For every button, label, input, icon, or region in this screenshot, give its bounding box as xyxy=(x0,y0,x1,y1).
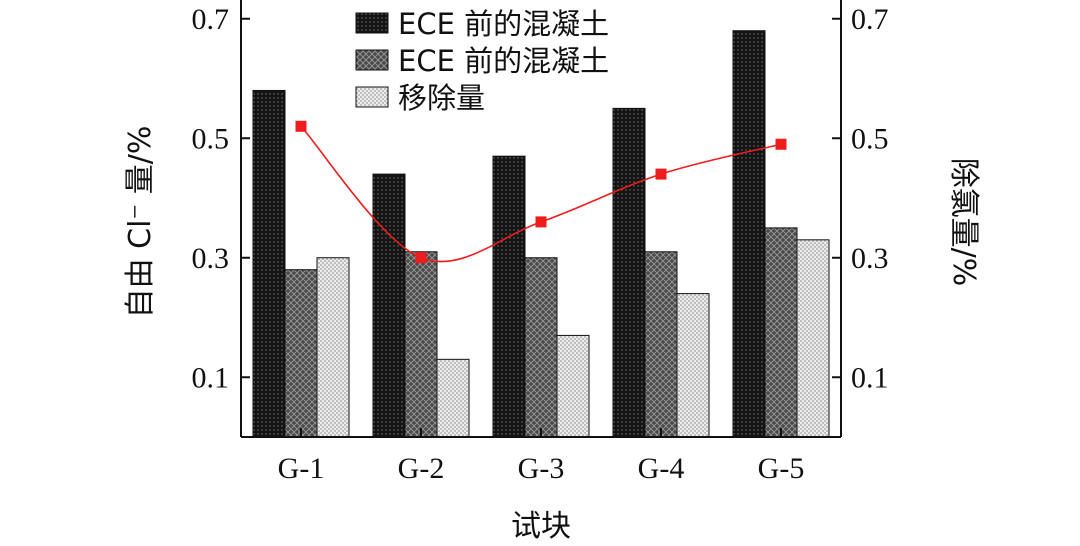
x-tick-label-g-1: G-1 xyxy=(278,452,325,485)
bar-g-5-series-1 xyxy=(732,30,766,438)
bar-g-2-series-1 xyxy=(372,173,406,438)
y-axis-title: 自由 Cl⁻ 量/% xyxy=(123,126,158,319)
line-layer xyxy=(295,120,787,264)
line-point-g-1 xyxy=(295,120,307,132)
bar-g-4-series-3 xyxy=(676,293,710,438)
x-tick-label-g-2: G-2 xyxy=(398,452,445,485)
line-point-g-5 xyxy=(775,138,787,150)
y2-axis-title: 除氯量/% xyxy=(946,158,981,287)
y-tick-label: 0.7 xyxy=(192,3,230,36)
bar-g-2-series-2 xyxy=(404,251,438,438)
legend-swatch-series-2 xyxy=(355,49,389,71)
y2-tick-label: 0.3 xyxy=(851,242,889,275)
bar-g-1-series-3 xyxy=(316,257,350,438)
legend-swatch-series-3 xyxy=(355,86,389,108)
bar-g-1-series-1 xyxy=(252,89,286,438)
bar-g-3-series-1 xyxy=(492,155,526,438)
bar-g-5-series-2 xyxy=(764,227,798,438)
line-point-g-3 xyxy=(535,216,547,228)
legend-swatch-series-1 xyxy=(355,12,389,34)
line-point-g-4 xyxy=(655,168,667,180)
legend-label-series-3: 移除量 xyxy=(398,81,485,115)
y-tick-label: 0.5 xyxy=(192,122,230,155)
bar-g-1-series-2 xyxy=(284,269,318,438)
y-tick-label: 0.3 xyxy=(192,242,230,275)
bar-g-4-series-1 xyxy=(612,107,646,438)
bars-layer xyxy=(252,30,830,438)
x-tick-label-g-4: G-4 xyxy=(638,452,685,485)
legend-label-series-2: ECE 前的混凝土 xyxy=(398,44,609,78)
x-tick-label-g-3: G-3 xyxy=(518,452,565,485)
bar-g-3-series-3 xyxy=(556,334,590,438)
y2-tick-label: 0.1 xyxy=(851,361,889,394)
bar-g-3-series-2 xyxy=(524,257,558,438)
y2-tick-label: 0.5 xyxy=(851,122,889,155)
x-tick-label-g-5: G-5 xyxy=(758,452,805,485)
y-tick-label: 0.1 xyxy=(192,361,230,394)
y2-tick-label: 0.7 xyxy=(851,3,889,36)
bar-g-2-series-3 xyxy=(436,358,470,438)
line-point-g-2 xyxy=(415,252,427,264)
bar-g-5-series-3 xyxy=(796,239,830,438)
x-axis-title: 试块 xyxy=(511,509,571,544)
bar-g-4-series-2 xyxy=(644,251,678,438)
ticks-layer: 0.1 0.3 0.5 0.7 0.1 0.3 0.5 0.7 G-1 G-2 G-3 G-4 G-5 xyxy=(192,3,889,485)
legend-label-series-1: ECE 前的混凝土 xyxy=(398,7,609,41)
